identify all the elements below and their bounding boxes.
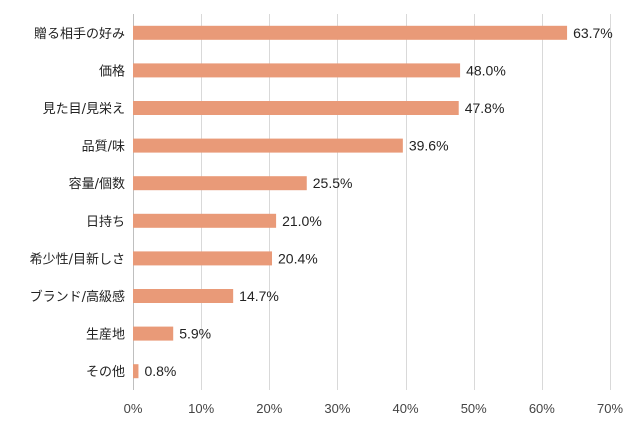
data-label: 25.5% [313,175,353,191]
x-tick-label: 30% [324,401,350,416]
data-label: 21.0% [282,213,322,229]
category-label: ブランド/高級感 [30,289,125,305]
x-tick-label: 0% [124,401,143,416]
bar [133,251,273,266]
data-label: 48.0% [466,62,506,78]
category-labels: 贈る相手の好み価格見た目/見栄え品質/味容量/個数日持ち希少性/目新しさブランド… [30,26,125,380]
bars [133,25,568,379]
category-label: 容量/個数 [69,176,125,192]
bar [133,213,277,228]
bar [133,326,174,341]
category-label: 品質/味 [82,140,125,155]
x-tick-label: 70% [597,401,623,416]
bar [133,138,403,153]
category-label: 価格 [99,63,125,79]
category-label: 日持ち [86,215,125,230]
x-tick-label: 50% [461,401,487,416]
category-label: その他 [86,365,125,380]
data-label: 14.7% [239,288,279,304]
bar [133,63,461,78]
data-label: 39.6% [409,138,449,154]
data-label: 47.8% [465,100,505,116]
bar [133,289,234,303]
data-label: 5.9% [179,326,211,342]
data-label: 20.4% [278,250,318,266]
x-axis-tick-labels: 0% 10% 20% 30% 40% 50% 60% 70% [124,401,624,416]
data-label: 63.7% [573,25,613,41]
data-label: 0.8% [144,363,176,379]
x-tick-label: 10% [188,401,214,416]
category-label: 見た目/見栄え [43,102,125,117]
category-label: 生産地 [86,327,125,343]
x-tick-label: 40% [393,401,419,416]
bar [133,364,139,379]
category-label: 希少性/目新しさ [30,251,125,267]
x-tick-label: 20% [256,401,282,416]
bar [133,101,459,115]
x-tick-label: 60% [529,401,555,416]
category-label: 贈る相手の好み [34,26,125,42]
data-labels: 63.7% 48.0% 47.8% 39.6% 25.5% 21.0% 20.4% 14.7%… [144,25,612,379]
bar [133,176,307,191]
bar [133,25,568,40]
